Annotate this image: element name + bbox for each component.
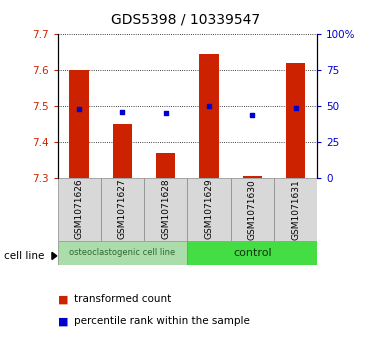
Text: osteoclastogenic cell line: osteoclastogenic cell line: [69, 248, 175, 257]
Text: GSM1071631: GSM1071631: [291, 179, 300, 240]
Text: ■: ■: [58, 316, 68, 326]
Point: [163, 110, 169, 116]
FancyBboxPatch shape: [58, 178, 101, 241]
Text: control: control: [233, 248, 272, 258]
Text: GDS5398 / 10339547: GDS5398 / 10339547: [111, 13, 260, 27]
Text: GSM1071630: GSM1071630: [248, 179, 257, 240]
FancyBboxPatch shape: [58, 241, 187, 265]
Point: [249, 112, 255, 118]
Point: [293, 105, 299, 110]
Text: ■: ■: [58, 294, 68, 305]
FancyBboxPatch shape: [187, 178, 231, 241]
Text: GSM1071629: GSM1071629: [204, 179, 213, 240]
FancyBboxPatch shape: [187, 241, 317, 265]
FancyBboxPatch shape: [274, 178, 317, 241]
FancyBboxPatch shape: [101, 178, 144, 241]
Text: GSM1071627: GSM1071627: [118, 179, 127, 240]
Bar: [199, 54, 219, 178]
Point: [206, 103, 212, 109]
Bar: [69, 70, 89, 178]
Text: cell line: cell line: [4, 251, 44, 261]
FancyBboxPatch shape: [231, 178, 274, 241]
Text: percentile rank within the sample: percentile rank within the sample: [74, 316, 250, 326]
FancyBboxPatch shape: [144, 178, 187, 241]
Bar: [286, 63, 305, 178]
Bar: [113, 124, 132, 178]
Bar: [243, 176, 262, 178]
Point: [76, 106, 82, 112]
Text: transformed count: transformed count: [74, 294, 171, 305]
Point: [119, 109, 125, 115]
Text: GSM1071628: GSM1071628: [161, 179, 170, 240]
Text: GSM1071626: GSM1071626: [75, 179, 83, 240]
Bar: [156, 152, 175, 178]
